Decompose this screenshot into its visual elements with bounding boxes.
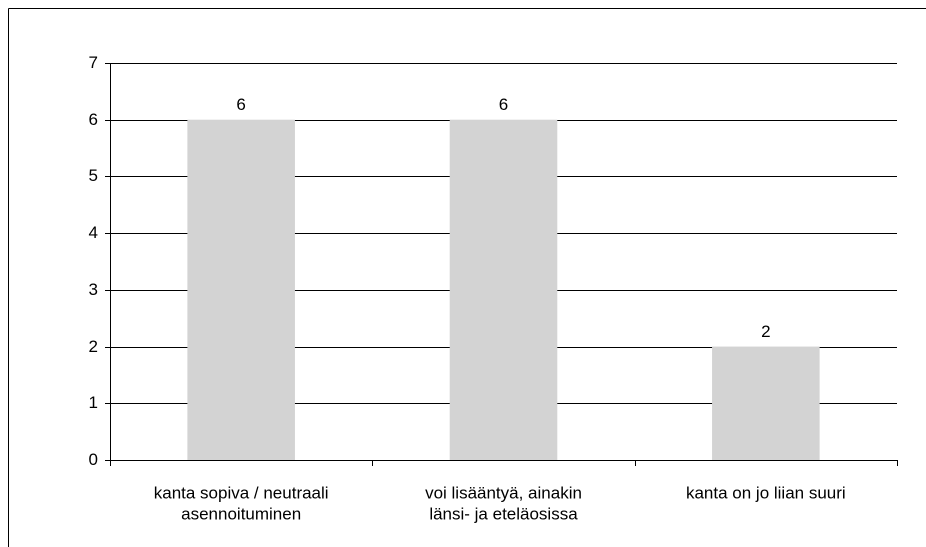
value-label: 6 (236, 95, 245, 114)
x-tick-label: voi lisääntyä, ainakin (425, 483, 582, 502)
y-tick-label: 6 (89, 110, 98, 129)
y-tick-label: 7 (89, 53, 98, 72)
y-tick-label: 4 (89, 223, 98, 242)
value-label: 6 (499, 95, 508, 114)
x-tick-label: kanta on jo liian suuri (686, 483, 846, 502)
y-tick-label: 2 (89, 337, 98, 356)
x-tick-label: länsi- ja eteläosissa (429, 504, 578, 523)
y-tick-label: 5 (89, 166, 98, 185)
x-tick-label: asennoituminen (181, 504, 301, 523)
y-tick-label: 0 (89, 450, 98, 469)
y-tick-label: 1 (89, 393, 98, 412)
y-tick-label: 3 (89, 280, 98, 299)
value-label: 2 (761, 322, 770, 341)
bar (712, 346, 820, 460)
bar (187, 119, 295, 460)
x-tick-label: kanta sopiva / neutraali (154, 483, 329, 502)
bar (449, 119, 558, 460)
